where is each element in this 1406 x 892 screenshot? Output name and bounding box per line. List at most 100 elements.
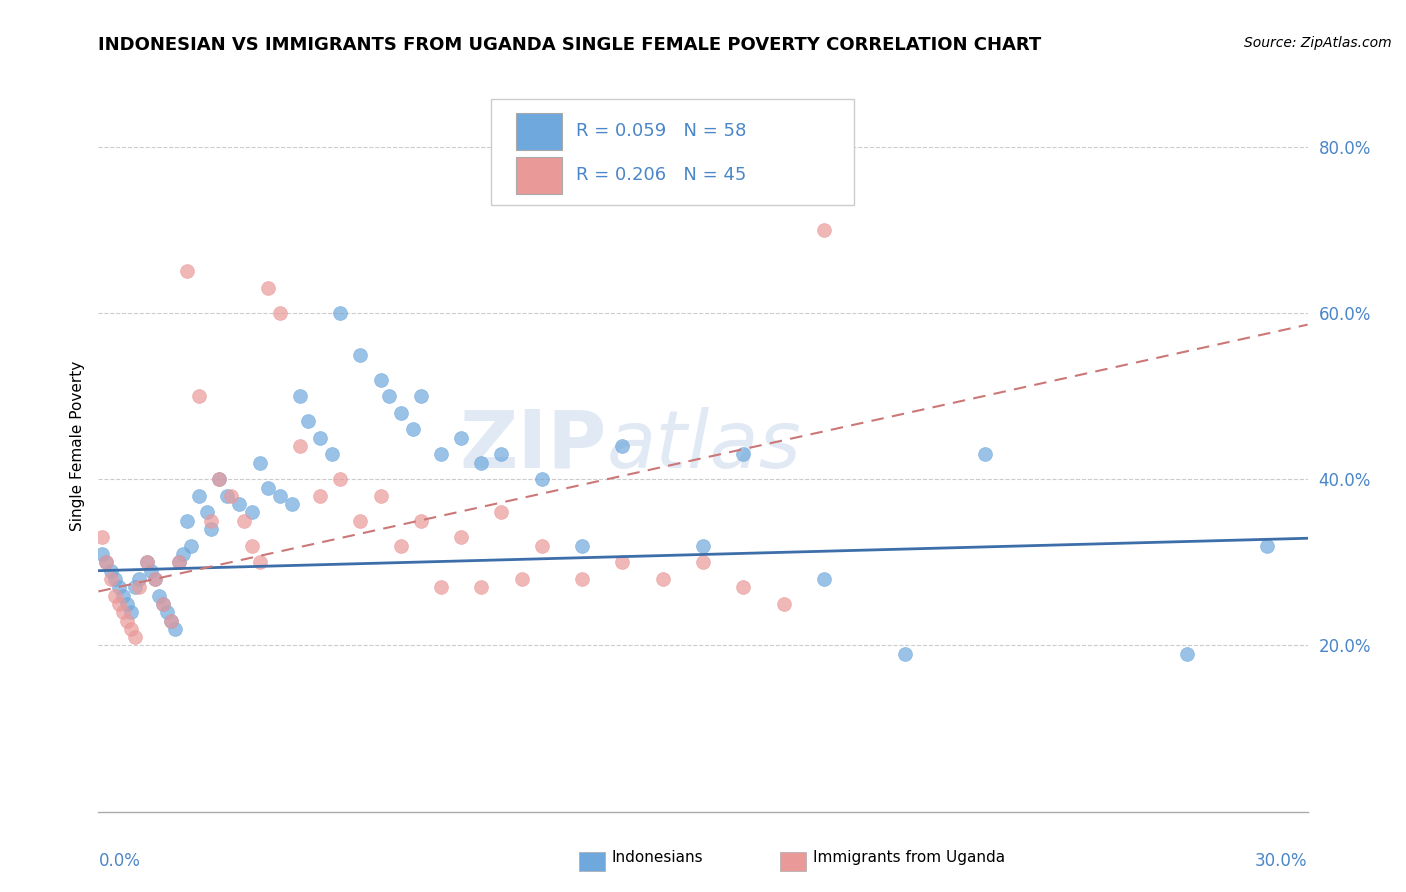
Point xyxy=(772,597,794,611)
Point xyxy=(100,572,122,586)
Point xyxy=(228,497,250,511)
Point xyxy=(143,572,166,586)
Point xyxy=(370,372,392,386)
Point xyxy=(450,431,472,445)
Point xyxy=(200,522,222,536)
Point xyxy=(156,605,179,619)
Point xyxy=(148,589,170,603)
Point xyxy=(402,422,425,436)
Point xyxy=(1256,539,1278,553)
Point xyxy=(409,514,432,528)
Point xyxy=(893,647,915,661)
Point xyxy=(288,389,311,403)
Point xyxy=(188,489,211,503)
Point xyxy=(389,539,412,553)
Point xyxy=(240,539,263,553)
Point xyxy=(692,555,714,569)
Point xyxy=(188,389,211,403)
Point xyxy=(470,580,492,594)
Point xyxy=(115,597,138,611)
Point xyxy=(733,447,755,461)
Point xyxy=(217,489,239,503)
Point xyxy=(111,589,134,603)
Point xyxy=(167,555,190,569)
Point xyxy=(172,547,194,561)
Point xyxy=(100,564,122,578)
Point xyxy=(491,506,513,520)
Text: Immigrants from Uganda: Immigrants from Uganda xyxy=(813,850,1005,865)
Point xyxy=(281,497,304,511)
Point xyxy=(152,597,174,611)
Point xyxy=(240,506,263,520)
Point xyxy=(256,281,278,295)
Point xyxy=(530,539,553,553)
Point xyxy=(200,514,222,528)
Point xyxy=(1175,647,1198,661)
Point xyxy=(430,447,453,461)
Point xyxy=(176,514,198,528)
Text: R = 0.206   N = 45: R = 0.206 N = 45 xyxy=(576,167,747,185)
Point xyxy=(974,447,997,461)
Point xyxy=(139,564,162,578)
Point xyxy=(256,481,278,495)
Point xyxy=(152,597,174,611)
Point xyxy=(530,472,553,486)
Point xyxy=(135,555,157,569)
Point xyxy=(491,447,513,461)
Text: atlas: atlas xyxy=(606,407,801,485)
Point xyxy=(309,431,332,445)
Point xyxy=(430,580,453,594)
Point xyxy=(571,572,593,586)
Point xyxy=(96,555,118,569)
Text: Indonesians: Indonesians xyxy=(612,850,703,865)
Point xyxy=(221,489,243,503)
Point xyxy=(329,472,352,486)
Text: INDONESIAN VS IMMIGRANTS FROM UGANDA SINGLE FEMALE POVERTY CORRELATION CHART: INDONESIAN VS IMMIGRANTS FROM UGANDA SIN… xyxy=(98,36,1042,54)
Point xyxy=(163,622,186,636)
Point xyxy=(135,555,157,569)
Point xyxy=(115,614,138,628)
Text: 30.0%: 30.0% xyxy=(1256,852,1308,870)
FancyBboxPatch shape xyxy=(516,157,561,194)
Point xyxy=(249,456,271,470)
Point xyxy=(309,489,332,503)
Point xyxy=(195,506,218,520)
Point xyxy=(111,605,134,619)
Point xyxy=(612,555,634,569)
Point xyxy=(692,539,714,553)
Point xyxy=(733,580,755,594)
Point xyxy=(103,589,125,603)
Text: Source: ZipAtlas.com: Source: ZipAtlas.com xyxy=(1244,36,1392,50)
Point xyxy=(143,572,166,586)
Point xyxy=(176,264,198,278)
FancyBboxPatch shape xyxy=(516,113,561,150)
Point xyxy=(370,489,392,503)
Point xyxy=(91,547,114,561)
Point xyxy=(612,439,634,453)
Point xyxy=(651,572,673,586)
Point xyxy=(321,447,343,461)
Point xyxy=(288,439,311,453)
Point xyxy=(450,530,472,544)
Point xyxy=(813,223,835,237)
Point xyxy=(389,406,412,420)
Point xyxy=(269,306,291,320)
Text: 0.0%: 0.0% xyxy=(98,852,141,870)
FancyBboxPatch shape xyxy=(492,99,855,204)
Point xyxy=(167,555,190,569)
Text: ZIP: ZIP xyxy=(458,407,606,485)
Point xyxy=(571,539,593,553)
Point xyxy=(329,306,352,320)
Point xyxy=(103,572,125,586)
Point xyxy=(107,597,129,611)
Text: R = 0.059   N = 58: R = 0.059 N = 58 xyxy=(576,122,747,140)
Point xyxy=(208,472,231,486)
Point xyxy=(208,472,231,486)
Point xyxy=(510,572,533,586)
Point xyxy=(128,572,150,586)
Point xyxy=(409,389,432,403)
Point xyxy=(120,605,142,619)
Y-axis label: Single Female Poverty: Single Female Poverty xyxy=(69,361,84,531)
Point xyxy=(124,580,146,594)
Point xyxy=(377,389,399,403)
